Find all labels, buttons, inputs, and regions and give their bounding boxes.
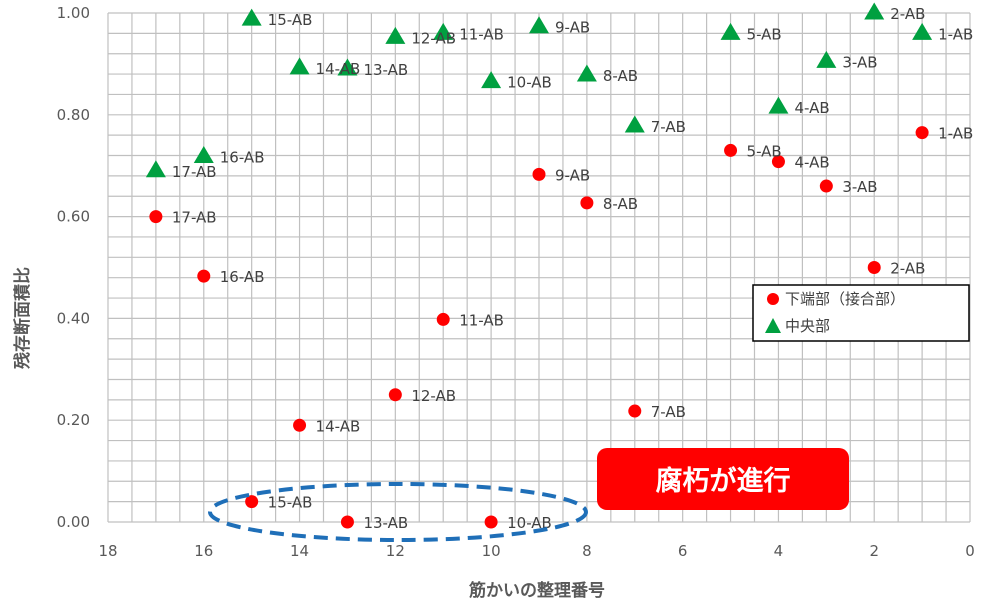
lower-end-point <box>149 210 163 224</box>
lower-end-point <box>388 388 402 402</box>
lower-end-point-label: 3-AB <box>842 178 877 196</box>
center-point-label: 16-AB <box>220 149 265 167</box>
lower-end-point-label: 16-AB <box>220 268 265 286</box>
center-point-label: 8-AB <box>603 67 638 85</box>
lower-end-point <box>580 196 594 210</box>
decay-region-ellipse <box>208 482 588 542</box>
center-point <box>145 160 166 178</box>
lower-end-point-label: 15-AB <box>268 494 313 512</box>
x-tick-label: 6 <box>678 542 688 560</box>
lower-end-point-label: 8-AB <box>603 195 638 213</box>
lower-end-point-label: 9-AB <box>555 166 590 184</box>
legend-triangle-marker <box>765 318 781 333</box>
center-point-label: 15-AB <box>268 11 313 29</box>
lower-end-point <box>197 269 211 283</box>
lower-end-point-label: 11-AB <box>459 311 504 329</box>
center-point-label: 5-AB <box>747 25 782 43</box>
lower-end-point-label: 17-AB <box>172 209 217 227</box>
center-point-label: 3-AB <box>842 53 877 71</box>
chart-grid <box>107 12 971 523</box>
center-point <box>289 57 310 75</box>
lower-end-point <box>340 515 354 529</box>
center-point-label: 2-AB <box>890 5 925 23</box>
lower-end-point <box>628 404 642 418</box>
y-axis-ticks: 0.00 0.20 0.40 0.60 0.80 1.00 <box>57 4 90 531</box>
lower-end-point-label: 12-AB <box>411 387 456 405</box>
center-point <box>624 115 645 133</box>
y-tick-label: 0.60 <box>57 208 90 226</box>
lower-end-point <box>867 261 881 274</box>
y-tick-label: 1.00 <box>57 4 90 22</box>
lower-end-point-label: 14-AB <box>316 417 361 435</box>
center-point <box>481 71 502 89</box>
legend-label-lower: 下端部（接合部） <box>785 290 905 308</box>
center-point-label: 12-AB <box>411 29 456 47</box>
center-point <box>433 22 454 40</box>
y-tick-label: 0.20 <box>57 411 90 429</box>
legend-label-center: 中央部 <box>785 317 830 335</box>
lower-end-point-label: 2-AB <box>890 260 925 278</box>
lower-end-point-label: 7-AB <box>651 403 686 421</box>
center-point-label: 14-AB <box>316 60 361 78</box>
center-point <box>193 145 214 163</box>
center-point <box>385 26 406 44</box>
center-point-label: 4-AB <box>794 99 829 117</box>
center-point <box>768 96 789 114</box>
lower-end-point <box>771 155 785 169</box>
x-tick-label: 10 <box>482 542 501 560</box>
x-tick-label: 4 <box>774 542 784 560</box>
lower-end-point <box>484 515 498 529</box>
center-point <box>337 58 358 76</box>
lower-end-point <box>436 312 450 326</box>
center-point-label: 7-AB <box>651 118 686 136</box>
callout-box <box>597 448 849 510</box>
center-point <box>720 22 741 40</box>
center-point-label: 17-AB <box>172 163 217 181</box>
center-point-label: 13-AB <box>363 61 408 79</box>
lower-end-point <box>915 126 929 140</box>
y-tick-label: 0.00 <box>57 513 90 531</box>
center-point-label: 9-AB <box>555 19 590 37</box>
annotations: 腐朽が進行 <box>208 448 849 542</box>
center-point <box>912 22 933 40</box>
x-tick-label: 18 <box>98 542 117 560</box>
center-point <box>816 50 837 68</box>
center-point <box>529 16 549 34</box>
lower-end-point <box>532 167 546 181</box>
center-point-label: 1-AB <box>938 25 973 43</box>
lower-end-point-label: 5-AB <box>747 142 782 160</box>
center-point <box>576 64 597 82</box>
data-marks: 1-AB 2-AB 3-AB 4-AB 5-AB 7-AB 8-AB 9-AB 10-AB 11-… <box>145 2 973 532</box>
x-tick-label: 14 <box>290 542 309 560</box>
x-axis-title: 筋かいの整理番号 <box>468 580 605 601</box>
x-tick-label: 0 <box>965 542 975 560</box>
x-tick-label: 8 <box>582 542 592 560</box>
lower-end-point-label: 10-AB <box>507 514 552 532</box>
center-point-label: 11-AB <box>459 25 504 43</box>
y-axis-title: 残存断面積比 <box>12 267 33 369</box>
lower-end-point-label: 13-AB <box>363 514 408 532</box>
lower-end-point <box>293 418 307 432</box>
center-point <box>864 2 885 20</box>
x-tick-label: 12 <box>386 542 405 560</box>
center-point-label: 10-AB <box>507 74 552 92</box>
lower-end-point-label: 4-AB <box>794 154 829 172</box>
legend: 下端部（接合部） 中央部 <box>752 284 970 342</box>
lower-end-point <box>245 495 259 509</box>
lower-end-point <box>724 143 738 157</box>
lower-end-point <box>819 179 833 193</box>
x-tick-label: 16 <box>194 542 213 560</box>
x-tick-label: 2 <box>869 542 879 560</box>
y-tick-label: 0.40 <box>57 309 90 327</box>
legend-circle-marker <box>767 293 779 305</box>
legend-box <box>752 284 970 342</box>
x-axis-ticks: 18 16 14 12 10 8 6 4 2 0 <box>98 542 974 560</box>
lower-end-point-label: 1-AB <box>938 125 973 143</box>
callout-text: 腐朽が進行 <box>656 465 791 497</box>
y-tick-label: 0.80 <box>57 106 90 124</box>
center-point <box>241 8 262 26</box>
